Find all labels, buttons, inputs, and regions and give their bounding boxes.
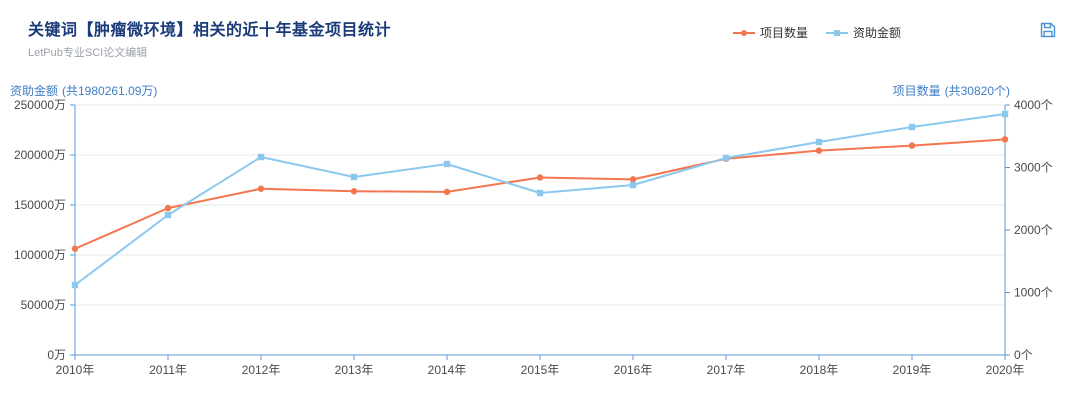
svg-text:1000个: 1000个	[1014, 286, 1053, 300]
data-point[interactable]	[722, 154, 730, 162]
svg-text:2018年: 2018年	[800, 363, 839, 377]
data-point[interactable]	[350, 188, 358, 195]
svg-text:200000万: 200000万	[14, 148, 66, 162]
svg-text:2012年: 2012年	[242, 363, 281, 377]
line-dot-marker-icon	[733, 28, 755, 38]
data-point[interactable]	[164, 211, 172, 219]
svg-text:4000个: 4000个	[1014, 98, 1053, 112]
data-point[interactable]	[908, 142, 916, 149]
svg-text:250000万: 250000万	[14, 98, 66, 112]
axis-tick-labels: 250000万 200000万 150000万 100000万 50000万 0万 4000…	[14, 98, 1053, 377]
data-point[interactable]	[815, 138, 823, 146]
data-point[interactable]	[815, 147, 823, 154]
svg-text:2015年: 2015年	[521, 363, 560, 377]
page-title: 关键词【肿瘤微环境】相关的近十年基金项目统计	[28, 22, 392, 39]
data-point[interactable]	[536, 174, 544, 181]
chart-legend: 项目数量 资助金额	[733, 24, 901, 41]
axis-lines	[70, 104, 1010, 360]
legend-label: 资助金额	[853, 26, 902, 40]
legend-item-funding-amount[interactable]: 资助金额	[826, 24, 901, 41]
right-axis-title: 项目数量 (共30820个)	[892, 84, 1010, 98]
series-funding-amount	[71, 110, 1009, 289]
left-axis-title: 资助金额 (共1980261.09万)	[10, 84, 158, 98]
data-point[interactable]	[71, 281, 79, 289]
line-square-marker-icon	[826, 28, 849, 38]
svg-text:3000个: 3000个	[1014, 161, 1053, 175]
data-point[interactable]	[164, 204, 172, 212]
svg-text:2010年: 2010年	[56, 363, 95, 377]
line-chart[interactable]: 250000万 200000万 150000万 100000万 50000万 0万 4000…	[0, 88, 1080, 408]
svg-text:2016年: 2016年	[614, 363, 653, 377]
svg-text:2019年: 2019年	[893, 363, 932, 377]
data-point[interactable]	[629, 181, 637, 189]
legend-item-project-count[interactable]: 项目数量	[733, 24, 808, 41]
data-point[interactable]	[908, 123, 916, 131]
data-point[interactable]	[536, 189, 544, 197]
data-point[interactable]	[443, 188, 451, 196]
data-point[interactable]	[350, 173, 358, 181]
svg-text:2000个: 2000个	[1014, 223, 1053, 237]
data-point[interactable]	[71, 245, 79, 252]
data-point[interactable]	[1001, 136, 1009, 143]
svg-text:2020年: 2020年	[986, 363, 1025, 377]
svg-text:50000万: 50000万	[21, 298, 66, 312]
gridlines	[75, 104, 1005, 306]
svg-text:2017年: 2017年	[707, 363, 746, 377]
svg-text:0万: 0万	[47, 348, 66, 362]
page-subtitle: LetPub专业SCI论文编辑	[28, 47, 148, 59]
svg-text:2013年: 2013年	[335, 363, 374, 377]
svg-text:2011年: 2011年	[149, 363, 187, 377]
save-icon[interactable]	[1038, 20, 1058, 40]
series-line	[74, 113, 1006, 286]
legend-label: 项目数量	[760, 26, 809, 40]
data-point[interactable]	[443, 160, 451, 168]
svg-text:2014年: 2014年	[428, 363, 467, 377]
svg-text:100000万: 100000万	[14, 248, 66, 262]
data-point[interactable]	[1001, 110, 1009, 118]
data-point[interactable]	[257, 185, 265, 192]
data-point[interactable]	[257, 153, 265, 161]
svg-text:0个: 0个	[1014, 348, 1033, 362]
svg-text:150000万: 150000万	[14, 198, 66, 212]
data-point[interactable]	[629, 176, 637, 183]
